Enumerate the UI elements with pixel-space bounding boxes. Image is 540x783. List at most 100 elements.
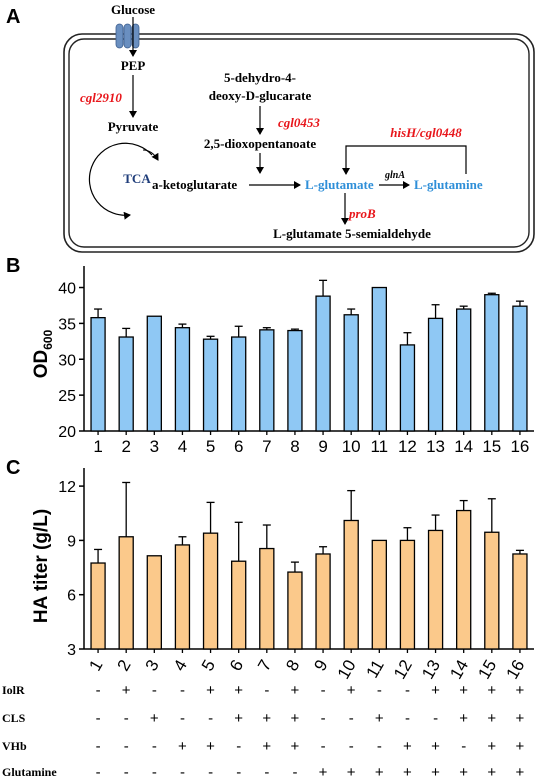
condition-sign: + [431,738,440,755]
x-tick-label: 3 [142,657,163,675]
x-tick-label: 5 [198,657,219,675]
x-tick-label: 4 [170,657,191,675]
panel-b-letter: B [6,255,20,277]
x-tick-label: 11 [362,657,387,682]
condition-sign: - [124,764,129,781]
bar [174,327,191,432]
bar [90,562,106,650]
glucose-transporter-icon [115,23,140,49]
condition-sign: - [236,738,241,755]
condition-sign: + [375,764,384,781]
condition-sign: - [180,764,185,781]
condition-sign: - [349,710,354,727]
bar [287,571,303,650]
condition-sign: + [347,682,356,699]
x-tick-label: 12 [398,437,417,456]
bar [202,532,219,650]
x-tick-label: 12 [390,657,416,683]
gene-glna: glnA [384,170,405,181]
l-glutamate-label: L-glutamate [305,177,374,192]
bar [484,531,500,650]
tca-label: TCA [123,171,151,186]
condition-sign: - [433,710,438,727]
x-tick-label: 14 [446,657,472,683]
y-tick-label: 20 [58,424,76,441]
condition-sign: + [403,738,412,755]
condition-sign: + [291,682,300,699]
condition-sign: + [347,764,356,781]
glutamine-to-glutamate-arrow [342,145,467,175]
dehydro-line1: 5-dehydro-4- [224,70,296,85]
cell-outer-membrane [63,33,535,253]
gene-prob: proB [348,206,376,221]
panel-c-letter: C [6,457,20,479]
bar [343,519,359,650]
x-tick-label: 4 [178,437,187,456]
condition-sign: - [264,764,269,781]
panel-a-letter: A [6,6,20,28]
condition-sign: - [180,682,185,699]
condition-sign: + [459,682,468,699]
bar [259,329,275,432]
condition-sign: + [516,682,525,699]
condition-sign: + [431,682,440,699]
condition-sign: + [516,738,525,755]
y-tick-label: 40 [58,281,76,298]
condition-sign: - [96,710,101,727]
semialdehyde-label: L-glutamate 5-semialdehyde [273,226,431,241]
condition-sign: - [461,738,466,755]
condition-sign: - [208,710,213,727]
x-tick-label: 1 [85,657,106,675]
condition-sign: - [96,764,101,781]
x-tick-label: 16 [510,437,529,456]
condition-sign: - [208,764,213,781]
bar [399,344,416,432]
x-tick-label: 15 [482,437,501,456]
x-tick-label: 6 [234,437,243,456]
bar [118,536,134,650]
x-tick-label: 11 [370,437,388,456]
condition-sign: + [206,738,215,755]
condition-sign: - [292,764,297,781]
x-tick-label: 2 [121,437,130,456]
dioxopentanoate-label: 2,5-dioxopentanoate [204,136,317,151]
dehydro-line2: deoxy-D-glucarate [209,88,312,103]
condition-sign: + [206,682,215,699]
condition-label: Glutamine [2,765,57,779]
bar [343,314,359,432]
bar [231,560,247,650]
y-axis-title-b: OD600 [31,329,55,378]
condition-sign: + [291,738,300,755]
x-tick-label: 13 [418,657,444,683]
x-tick-label: 10 [334,657,360,683]
condition-sign: + [487,710,496,727]
condition-sign: + [487,764,496,781]
condition-sign: + [459,710,468,727]
bar [371,286,387,432]
condition-label: CLS [2,711,26,725]
x-tick-label: 13 [426,437,445,456]
condition-sign: - [377,682,382,699]
condition-sign: - [405,682,410,699]
bar [90,317,106,432]
y-tick-label: 6 [67,588,76,605]
x-tick-label: 10 [342,437,361,456]
bar [259,547,275,650]
x-tick-label: 9 [318,437,327,456]
bar [427,317,444,432]
condition-sign: - [321,682,326,699]
tca-cycle: TCA [88,142,159,220]
gene-cgl2910: cgl2910 [80,90,122,105]
bar [484,294,500,432]
x-tick-label: 6 [226,657,247,675]
y-tick-label: 3 [67,642,76,659]
bar [146,315,162,432]
condition-sign: - [321,710,326,727]
x-tick-label: 16 [502,657,528,683]
ketoglutarate-label: a-ketoglutarate [152,177,237,192]
condition-sign: - [236,764,241,781]
x-tick-label: 7 [254,657,275,675]
condition-sign: + [234,682,243,699]
